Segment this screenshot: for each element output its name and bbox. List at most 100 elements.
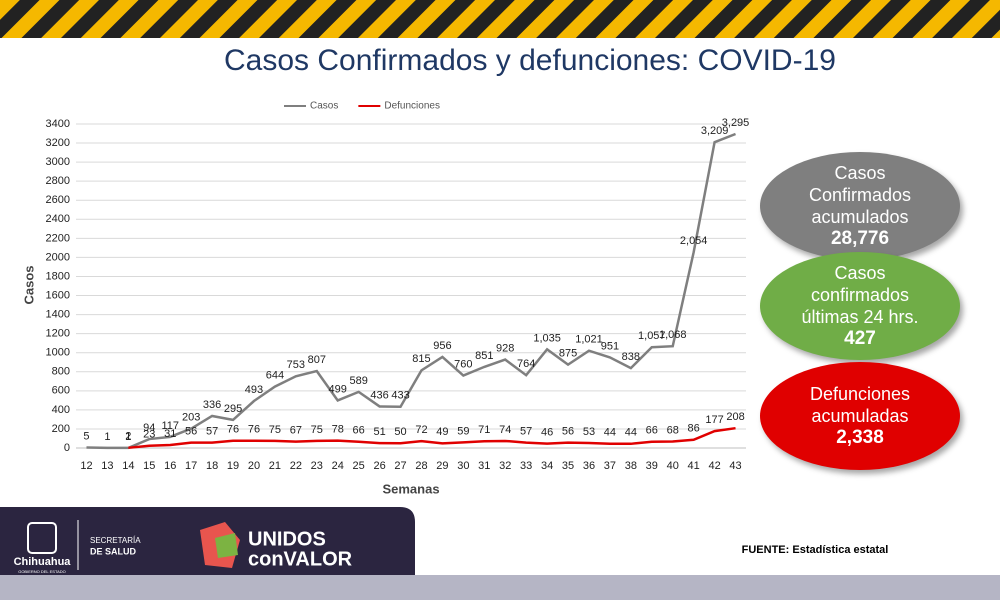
data-label: 66 bbox=[646, 425, 658, 437]
x-tick-label: 36 bbox=[583, 460, 595, 472]
callout-value: 427 bbox=[844, 328, 876, 349]
state-logo bbox=[27, 522, 57, 554]
y-tick-label: 3200 bbox=[46, 137, 70, 149]
data-label: 66 bbox=[353, 425, 365, 437]
callout: Defunciones acumuladas 2,338 bbox=[760, 362, 960, 470]
data-label: 956 bbox=[433, 340, 451, 352]
x-tick-label: 40 bbox=[667, 460, 679, 472]
series-line bbox=[128, 426, 736, 450]
y-axis-title: Casos bbox=[21, 265, 36, 304]
dept-line-1: SECRETARÍA bbox=[90, 536, 141, 545]
x-tick-label: 12 bbox=[80, 460, 92, 472]
data-label: 68 bbox=[667, 424, 679, 436]
callout-value: 2,338 bbox=[836, 427, 884, 448]
y-tick-label: 2400 bbox=[46, 213, 70, 225]
x-axis-title: Semanas bbox=[382, 481, 439, 496]
x-tick-label: 39 bbox=[646, 460, 658, 472]
data-label: 75 bbox=[269, 424, 281, 436]
data-label: 1,068 bbox=[659, 329, 687, 341]
y-tick-label: 1200 bbox=[46, 328, 70, 340]
bottom-band bbox=[0, 575, 1000, 600]
data-label: 336 bbox=[203, 399, 221, 411]
callout-value: 28,776 bbox=[830, 228, 890, 249]
data-label: 23 bbox=[143, 429, 155, 441]
hazard-band bbox=[0, 0, 1000, 38]
source-note: FUENTE: Estadística estatal bbox=[742, 544, 889, 556]
data-label: 74 bbox=[499, 424, 511, 436]
slogan-2: conVALOR bbox=[248, 548, 353, 570]
state-name: Chihuahua bbox=[14, 556, 72, 568]
x-tick-label: 17 bbox=[185, 460, 197, 472]
y-tick-label: 1000 bbox=[46, 347, 70, 359]
data-label: 46 bbox=[541, 427, 553, 439]
data-label: 76 bbox=[248, 424, 260, 436]
x-tick-label: 27 bbox=[394, 460, 406, 472]
x-tick-label: 20 bbox=[248, 460, 260, 472]
data-label: 851 bbox=[475, 350, 493, 362]
x-tick-label: 23 bbox=[311, 460, 323, 472]
data-label: 295 bbox=[224, 403, 242, 415]
unidos-logo-inner bbox=[215, 533, 238, 558]
y-tick-label: 2800 bbox=[46, 175, 70, 187]
data-label: 753 bbox=[287, 359, 305, 371]
data-label: 94 bbox=[143, 422, 155, 434]
state-sub: GOBIERNO DEL ESTADO bbox=[18, 569, 66, 574]
x-tick-label: 41 bbox=[688, 460, 700, 472]
legend-label: Casos bbox=[310, 101, 338, 112]
data-label: 76 bbox=[227, 424, 239, 436]
data-label: 177 bbox=[705, 414, 723, 426]
x-tick-label: 43 bbox=[729, 460, 741, 472]
data-label: 31 bbox=[164, 428, 176, 440]
data-label: 493 bbox=[245, 384, 263, 396]
x-tick-label: 37 bbox=[604, 460, 616, 472]
data-label: 57 bbox=[520, 425, 532, 437]
y-tick-label: 2000 bbox=[46, 251, 70, 263]
chart-title: Casos Confirmados y defunciones: COVID-1… bbox=[224, 44, 836, 77]
data-label: 53 bbox=[583, 426, 595, 438]
data-label: 499 bbox=[329, 383, 347, 395]
x-tick-label: 13 bbox=[101, 460, 113, 472]
x-tick-label: 38 bbox=[625, 460, 637, 472]
data-label: 44 bbox=[625, 427, 637, 439]
x-tick-label: 21 bbox=[269, 460, 281, 472]
slogan-1: UNIDOS bbox=[248, 528, 326, 550]
data-label: 815 bbox=[412, 353, 430, 365]
x-tick-label: 24 bbox=[332, 460, 344, 472]
data-label: 644 bbox=[266, 370, 284, 382]
data-label: 838 bbox=[622, 351, 640, 363]
data-label: 71 bbox=[478, 424, 490, 436]
data-label: 67 bbox=[290, 425, 302, 437]
data-label: 59 bbox=[457, 425, 469, 437]
dept-line-2: DE SALUD bbox=[90, 546, 137, 556]
y-tick-label: 2600 bbox=[46, 194, 70, 206]
x-tick-label: 16 bbox=[164, 460, 176, 472]
data-label: 1 bbox=[104, 431, 110, 443]
x-tick-label: 29 bbox=[436, 460, 448, 472]
series-line bbox=[86, 132, 736, 450]
data-label: 57 bbox=[206, 425, 218, 437]
data-label: 2,054 bbox=[680, 235, 708, 247]
y-tick-label: 600 bbox=[52, 385, 70, 397]
x-tick-label: 34 bbox=[541, 460, 553, 472]
data-label: 1,021 bbox=[575, 334, 603, 346]
data-label: 56 bbox=[185, 426, 197, 438]
legend-label: Defunciones bbox=[384, 101, 440, 112]
x-tick-label: 19 bbox=[227, 460, 239, 472]
y-tick-label: 400 bbox=[52, 404, 70, 416]
data-label: 5 bbox=[83, 430, 89, 442]
data-label: 49 bbox=[436, 426, 448, 438]
callout: Casos confirmados últimas 24 hrs. 427 bbox=[760, 252, 960, 360]
data-label: 2 bbox=[125, 431, 131, 443]
data-label: 1 bbox=[125, 431, 131, 443]
y-tick-label: 3400 bbox=[46, 118, 70, 130]
data-label: 764 bbox=[517, 358, 535, 370]
data-label: 3,209 bbox=[701, 125, 729, 137]
data-label: 203 bbox=[182, 412, 200, 424]
callout-label: Casos confirmados últimas 24 hrs. bbox=[801, 263, 919, 327]
x-tick-label: 25 bbox=[353, 460, 365, 472]
data-label: 86 bbox=[688, 423, 700, 435]
data-label: 433 bbox=[391, 390, 409, 402]
data-label: 807 bbox=[308, 354, 326, 366]
y-tick-label: 2200 bbox=[46, 232, 70, 244]
data-label: 3,295 bbox=[722, 117, 750, 129]
